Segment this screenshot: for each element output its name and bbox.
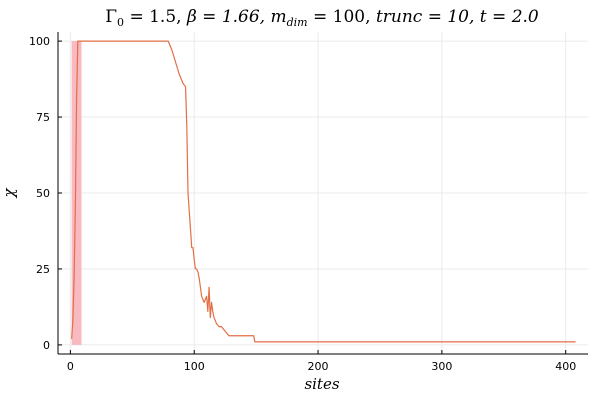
chart-title: Γ0 = 1.5, β = 1.66, mdim = 100, trunc = …: [105, 7, 539, 29]
x-tick-label: 100: [184, 360, 205, 373]
plot-area: [71, 40, 576, 345]
confidence-band: [71, 41, 82, 345]
y-tick-label: 100: [29, 35, 50, 48]
y-tick-label: 25: [36, 263, 50, 276]
series-line: [71, 40, 576, 343]
y-tick-label: 75: [36, 111, 50, 124]
y-tick-label: 0: [43, 339, 50, 352]
x-tick-label: 200: [308, 360, 329, 373]
ticks: 0 100 200 300 400 0 25 50 75 100: [29, 35, 576, 373]
grid: [58, 32, 588, 354]
y-axis-title: χ: [0, 188, 18, 199]
x-tick-label: 400: [555, 360, 576, 373]
y-tick-label: 50: [36, 187, 50, 200]
x-axis-title: sites: [304, 375, 339, 393]
x-tick-label: 0: [67, 360, 74, 373]
x-tick-label: 300: [431, 360, 452, 373]
